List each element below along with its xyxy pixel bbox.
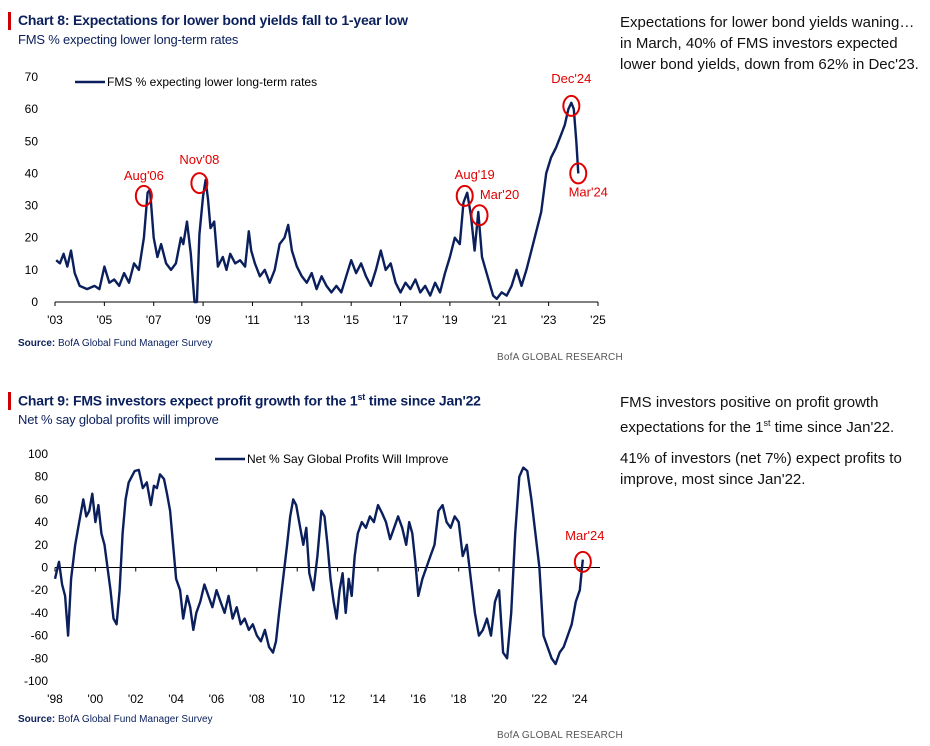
- chart9-commentary-2: 41% of investors (net 7%) expect profits…: [620, 450, 902, 488]
- annotation-circle: [470, 204, 489, 227]
- annotation-circle: [190, 172, 209, 195]
- x-tick-label: '13: [294, 313, 310, 327]
- annotation-label: Mar'20: [480, 187, 519, 202]
- x-tick-label: '19: [442, 313, 458, 327]
- y-tick-label: 60: [25, 102, 39, 116]
- annotation-label: Aug'19: [455, 167, 495, 182]
- chart9-commentary-1-pre: FMS investors positive on profit growth …: [620, 394, 879, 436]
- x-tick-label: '10: [289, 692, 305, 706]
- chart8-source-label: Source:: [18, 338, 56, 349]
- annotation-label: Mar'24: [569, 184, 608, 199]
- series-line: [55, 101, 580, 304]
- chart9-commentary-1-post: time since Jan'22.: [770, 419, 895, 436]
- chart9-commentary-1-sup: st: [763, 418, 771, 428]
- chart8-title-bar: [8, 12, 11, 30]
- y-tick-label: 100: [28, 447, 48, 461]
- annotation-label: Mar'24: [565, 528, 604, 543]
- chart8-commentary: Expectations for lower bond yields wanin…: [620, 12, 925, 85]
- x-tick-label: '11: [245, 313, 260, 327]
- y-tick-label: 0: [31, 295, 38, 309]
- chart9-title-pre: Chart 9: FMS investors expect profit gro…: [18, 392, 358, 409]
- y-tick-label: 50: [25, 134, 39, 148]
- annotation-circle: [569, 162, 588, 185]
- x-tick-label: '14: [370, 692, 386, 706]
- annotation-label: Nov'08: [179, 152, 219, 167]
- chart8-subtitle: FMS % expecting lower long-term rates: [18, 32, 239, 47]
- x-tick-label: '17: [393, 313, 409, 327]
- chart8-panel: Chart 8: Expectations for lower bond yie…: [0, 12, 623, 372]
- chart8-title: Chart 8: Expectations for lower bond yie…: [18, 12, 408, 28]
- series-line: [53, 466, 584, 666]
- x-tick-label: '16: [411, 692, 427, 706]
- chart8-source: Source: BofA Global Fund Manager Survey: [18, 338, 213, 349]
- chart9-title-sup: st: [357, 392, 366, 402]
- annotation-circle: [455, 184, 474, 207]
- legend-label: FMS % expecting lower long-term rates: [107, 75, 317, 89]
- x-tick-label: '12: [330, 692, 346, 706]
- x-tick-label: '04: [168, 692, 184, 706]
- x-tick-label: '05: [97, 313, 113, 327]
- chart8-brand: BofA GLOBAL RESEARCH: [497, 352, 623, 363]
- x-tick-label: '22: [532, 692, 548, 706]
- chart9-brand: BofA GLOBAL RESEARCH: [497, 730, 623, 741]
- x-tick-label: '09: [195, 313, 211, 327]
- chart9-panel: Chart 9: FMS investors expect profit gro…: [0, 392, 623, 746]
- y-tick-label: 40: [35, 515, 49, 529]
- x-tick-label: '20: [491, 692, 507, 706]
- y-tick-label: 80: [35, 470, 49, 484]
- y-tick-label: 70: [25, 70, 39, 84]
- x-tick-label: '02: [128, 692, 144, 706]
- x-tick-label: '18: [451, 692, 467, 706]
- y-tick-label: -60: [31, 629, 49, 643]
- y-tick-label: -100: [24, 674, 48, 688]
- annotation-circle: [573, 550, 592, 573]
- chart9-source: Source: BofA Global Fund Manager Survey: [18, 714, 213, 725]
- annotation-label: Aug'06: [124, 168, 164, 183]
- annotation-circle: [134, 184, 153, 207]
- x-tick-label: '24: [572, 692, 588, 706]
- chart9-title: Chart 9: FMS investors expect profit gro…: [18, 392, 481, 409]
- x-tick-label: '07: [146, 313, 162, 327]
- chart8-source-text: BofA Global Fund Manager Survey: [58, 338, 213, 349]
- y-tick-label: 20: [25, 231, 39, 245]
- chart9-title-bar: [8, 392, 11, 410]
- x-tick-label: '25: [590, 313, 606, 327]
- chart9-source-label: Source:: [18, 714, 56, 725]
- y-tick-label: 40: [25, 166, 39, 180]
- annotation-label: Dec'24: [551, 71, 591, 86]
- y-tick-label: -80: [31, 651, 49, 665]
- y-tick-label: 0: [41, 561, 48, 575]
- legend-label: Net % Say Global Profits Will Improve: [247, 452, 449, 466]
- chart9-commentary-1: FMS investors positive on profit growth …: [620, 392, 925, 438]
- x-tick-label: '15: [343, 313, 359, 327]
- chart8-commentary-text: Expectations for lower bond yields wanin…: [620, 14, 919, 73]
- chart9-subtitle: Net % say global profits will improve: [18, 412, 219, 427]
- chart9-plot: -100 -80 -60 -40 -20 0 20 40 60 80 100 '98 '00 '02 '04…: [24, 447, 605, 706]
- x-tick-label: '06: [209, 692, 225, 706]
- y-tick-label: 20: [35, 538, 49, 552]
- x-tick-label: '21: [491, 313, 507, 327]
- chart9-title-post: time since Jan'22: [365, 392, 481, 409]
- annotation-circle: [562, 94, 581, 117]
- x-tick-label: '03: [47, 313, 63, 327]
- chart8-plot: 0 10 20 30 40 50 60 70 '03 '05 '07 '09 '11 '13 '15 '17 '…: [25, 70, 608, 327]
- x-tick-label: '00: [88, 692, 104, 706]
- y-tick-label: 60: [35, 492, 49, 506]
- x-tick-label: '08: [249, 692, 265, 706]
- y-tick-label: -40: [31, 606, 49, 620]
- y-tick-label: -20: [31, 583, 49, 597]
- x-tick-label: '98: [47, 692, 63, 706]
- y-tick-label: 10: [25, 263, 39, 277]
- y-tick-label: 30: [25, 199, 39, 213]
- x-tick-label: '23: [541, 313, 557, 327]
- chart9-source-text: BofA Global Fund Manager Survey: [58, 714, 213, 725]
- chart9-commentary: FMS investors positive on profit growth …: [620, 392, 925, 500]
